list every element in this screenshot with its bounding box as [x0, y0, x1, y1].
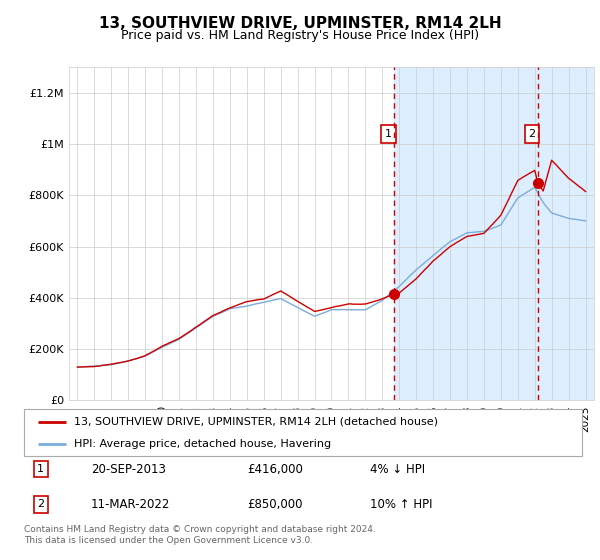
FancyBboxPatch shape — [24, 409, 582, 456]
Text: Contains HM Land Registry data © Crown copyright and database right 2024.
This d: Contains HM Land Registry data © Crown c… — [24, 525, 376, 545]
Text: Price paid vs. HM Land Registry's House Price Index (HPI): Price paid vs. HM Land Registry's House … — [121, 29, 479, 42]
Text: HPI: Average price, detached house, Havering: HPI: Average price, detached house, Have… — [74, 438, 331, 449]
Text: 11-MAR-2022: 11-MAR-2022 — [91, 498, 170, 511]
Text: £850,000: £850,000 — [247, 498, 303, 511]
Text: 2: 2 — [529, 129, 536, 139]
Text: £416,000: £416,000 — [247, 463, 303, 475]
Text: 13, SOUTHVIEW DRIVE, UPMINSTER, RM14 2LH (detached house): 13, SOUTHVIEW DRIVE, UPMINSTER, RM14 2LH… — [74, 417, 438, 427]
Text: 4% ↓ HPI: 4% ↓ HPI — [370, 463, 425, 475]
Text: 2: 2 — [37, 499, 44, 509]
Text: 13, SOUTHVIEW DRIVE, UPMINSTER, RM14 2LH: 13, SOUTHVIEW DRIVE, UPMINSTER, RM14 2LH — [98, 16, 502, 31]
Text: 1: 1 — [385, 129, 392, 139]
Text: 20-SEP-2013: 20-SEP-2013 — [91, 463, 166, 475]
Text: 10% ↑ HPI: 10% ↑ HPI — [370, 498, 433, 511]
Text: 1: 1 — [37, 464, 44, 474]
Bar — [394, 67, 594, 400]
